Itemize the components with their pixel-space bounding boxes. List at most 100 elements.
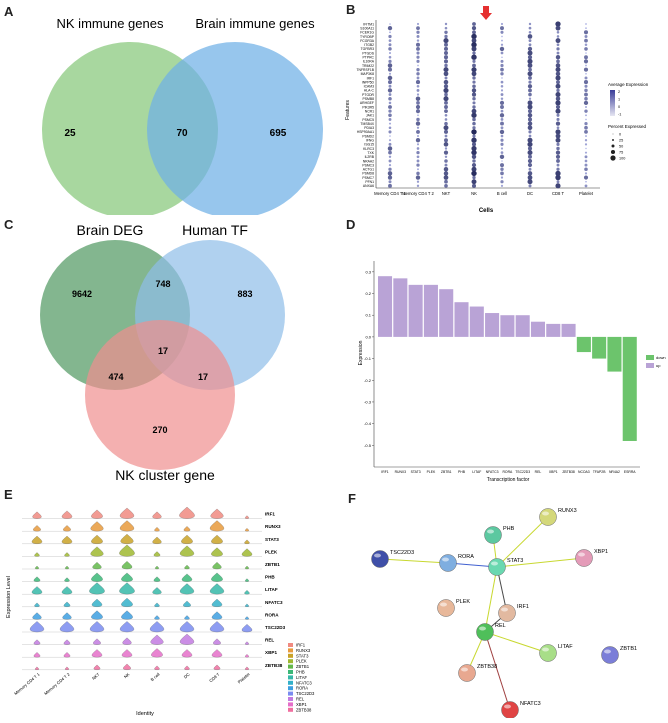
dotplot-feature-label: ICAM3 — [364, 85, 374, 89]
dotplot-dot — [500, 72, 504, 76]
dotplot-dot — [416, 163, 420, 167]
dotplot-dot — [388, 101, 392, 105]
dotplot-dot — [527, 58, 533, 64]
dotplot-dot — [444, 100, 448, 105]
violin-rel — [33, 639, 41, 645]
dotplot-feature-label: PTGDR — [362, 93, 374, 97]
dotplot-dot — [585, 23, 587, 25]
violin-identity-label: DC — [183, 672, 191, 680]
network-node-highlight — [487, 529, 494, 534]
dotplot-feature-label: IL10RA — [363, 60, 375, 64]
violin-legend-label: XBP1 — [296, 702, 307, 707]
violin-legend-swatch — [288, 691, 293, 696]
violin-runx3 — [33, 525, 41, 532]
dotplot-dot — [585, 118, 587, 121]
violin-rora — [32, 612, 42, 620]
dotplot-dot — [583, 67, 589, 72]
dotplot-dot — [500, 26, 504, 31]
dotplot-dot — [527, 117, 533, 122]
network-node-tsc22d3 — [371, 550, 389, 568]
dotplot-feature-label: JAK1 — [366, 114, 374, 118]
dotplot-dot — [500, 126, 504, 130]
bar-x-tick-label: ESRRA — [624, 470, 636, 474]
bar-legend-swatch — [646, 355, 654, 360]
violin-rel — [122, 637, 132, 645]
tf-bar-chart: Expression Transcription factor 0.30.20.… — [358, 261, 666, 483]
violin-rel — [179, 633, 195, 645]
violin-rora — [184, 615, 190, 620]
dotplot-dot — [471, 38, 477, 44]
dotplot-dot — [416, 147, 420, 150]
dotplot-dot — [444, 105, 448, 109]
network-node-label: TSC22D3 — [390, 550, 414, 556]
dotplot-dot — [471, 46, 477, 52]
violin-plek — [90, 546, 104, 557]
dotplot-dot — [388, 109, 392, 113]
dotplot-dot — [585, 147, 587, 150]
dotplot-dot — [555, 104, 561, 110]
dotplot-dot — [416, 100, 420, 105]
dotplot-feature-label: NRAA2 — [363, 159, 374, 163]
dotplot-dot — [528, 134, 532, 138]
dotplot-dot — [443, 125, 449, 131]
dotplot-dot — [527, 141, 533, 147]
dotplot-dot — [527, 121, 533, 126]
venn-c-count-c: 270 — [152, 425, 167, 435]
dotplot-cell-label: NKT — [442, 191, 451, 196]
violin-runx3 — [245, 528, 249, 532]
dotplot-dot — [387, 63, 393, 68]
violin-runx3 — [119, 520, 135, 532]
dotplot-dot — [527, 175, 533, 180]
dotplot-dot — [472, 134, 476, 138]
violin-zbtb38 — [184, 665, 190, 670]
violin-irf1 — [61, 510, 73, 519]
venn-c-count-bc: 17 — [198, 372, 208, 382]
violin-legend-swatch — [288, 659, 293, 664]
violin-gene-label: NFATC3 — [265, 600, 283, 605]
dotplot-dot — [444, 147, 448, 150]
violin-plek — [241, 548, 253, 557]
violin-legend-label: ZBTB1 — [296, 664, 310, 669]
dotplot-dot — [387, 80, 393, 85]
violin-runx3 — [63, 525, 71, 532]
dotplot-dot — [471, 170, 477, 177]
network-node-runx3 — [539, 508, 557, 526]
dotplot-dot — [584, 55, 588, 60]
bar-y-tick-label: 0.1 — [365, 313, 371, 318]
violin-tsc22d3 — [149, 621, 165, 633]
dotplot-feature-label: PSMD8 — [362, 172, 374, 176]
dotplot-dot — [471, 154, 477, 160]
bar-y-tick-label: -0.5 — [364, 443, 372, 448]
dotplot-legend-pct-tick: 75 — [619, 150, 623, 154]
venn-c-count-b: 883 — [237, 289, 252, 299]
dotplot-dot — [527, 46, 533, 52]
dotplot-dot — [527, 146, 533, 151]
dotplot-dot — [472, 59, 476, 63]
dotplot-dot — [500, 67, 504, 72]
dotplot-dot — [415, 175, 421, 180]
dotplot-dot — [527, 150, 533, 156]
dotplot-dot — [500, 63, 504, 68]
bar-y-tick-label: -0.4 — [364, 421, 372, 426]
dotplot-dot — [388, 122, 392, 125]
violin-stat3 — [211, 534, 223, 544]
violin-phb — [64, 577, 70, 582]
violin-irf1 — [91, 509, 103, 519]
dotplot-dot — [500, 22, 504, 26]
violin-legend-label: TSC22D3 — [296, 691, 315, 696]
violin-nfatc3 — [121, 597, 133, 607]
violin-zbtb1 — [121, 561, 133, 570]
bar-x-tick-label: IRF1 — [381, 470, 388, 474]
dotplot-dot — [584, 143, 588, 146]
dotplot-dot — [416, 39, 420, 42]
dotplot-dot — [527, 163, 533, 168]
dotplot-dot — [555, 96, 561, 101]
violin-phb — [33, 576, 41, 582]
panel-label-a: A — [4, 4, 14, 19]
violin-litaf — [31, 586, 43, 595]
dotplot-legend: 2 1 0 -1 0 25 50 75 100 — [610, 90, 625, 161]
network-node-label: IRF1 — [517, 604, 529, 610]
dotplot-dot — [416, 26, 420, 31]
dotplot-legend-pct-tick: 0 — [619, 132, 621, 136]
bar-zbtb1 — [439, 289, 454, 337]
